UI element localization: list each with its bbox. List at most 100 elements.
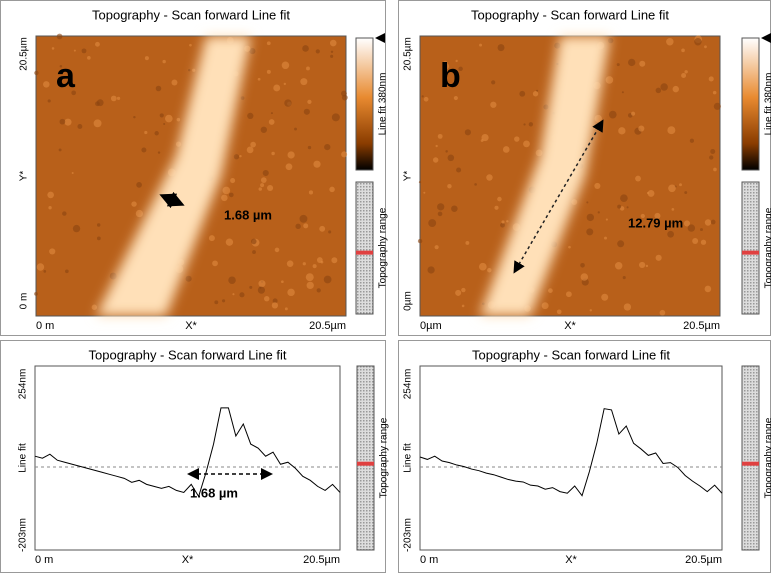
grain: [249, 285, 253, 289]
grain: [710, 219, 716, 225]
grain: [58, 148, 62, 152]
grain: [418, 180, 422, 184]
grain: [43, 270, 47, 273]
y-axis-label: Line fit: [18, 443, 29, 473]
x-axis-label: X*: [185, 320, 197, 332]
y-top-label: 254nm: [18, 369, 29, 400]
x-left-label: 0µm: [420, 320, 442, 332]
range-marker: [742, 461, 759, 466]
grain: [708, 76, 714, 82]
grain: [639, 60, 646, 67]
x-axis-label: X*: [564, 320, 576, 332]
grain: [171, 79, 178, 86]
grain: [427, 266, 435, 274]
grain: [116, 96, 121, 101]
y-axis-label: Line fit: [403, 443, 414, 473]
grain: [447, 184, 452, 189]
range-bar: [356, 365, 375, 551]
grain: [341, 90, 347, 97]
grain: [262, 169, 269, 177]
grain: [260, 177, 267, 183]
plot-area: [419, 365, 723, 551]
grain: [316, 257, 323, 263]
grain: [307, 99, 312, 104]
grain: [258, 187, 262, 191]
grain: [257, 77, 261, 81]
panel-title: Topography - Scan forward Line fit: [89, 347, 287, 362]
grain: [417, 238, 423, 244]
panel-title: Topography - Scan forward Line fit: [92, 7, 290, 22]
grain: [628, 58, 636, 67]
y-bottom-label: -203nm: [18, 518, 29, 552]
grain: [157, 151, 161, 154]
range-marker: [742, 250, 759, 255]
grain: [252, 250, 256, 254]
grain: [532, 91, 539, 97]
grain: [260, 126, 267, 133]
grain: [260, 183, 265, 188]
grain: [437, 203, 445, 211]
plot-area: [34, 365, 341, 551]
grain: [62, 211, 67, 216]
grain: [639, 261, 646, 269]
grain: [72, 224, 81, 233]
x-left-label: 0 m: [420, 554, 438, 566]
grain: [323, 275, 332, 284]
grain: [274, 247, 280, 253]
grain: [638, 125, 645, 132]
grain: [671, 221, 674, 224]
y-axis-label: Y*: [19, 171, 30, 182]
grain: [313, 160, 321, 168]
grain: [273, 84, 281, 92]
grain: [456, 167, 462, 173]
grain: [250, 141, 256, 148]
grain: [192, 68, 196, 72]
grain: [640, 213, 645, 219]
grain: [631, 111, 636, 116]
grain: [616, 63, 620, 67]
measure-label: 12.79 µm: [628, 215, 683, 230]
grain: [608, 110, 617, 119]
x-axis-label: X*: [565, 554, 577, 566]
profile-line: [419, 408, 723, 497]
grain: [506, 220, 509, 223]
grain: [185, 275, 192, 282]
grain: [250, 238, 257, 245]
y-bottom-label: 0 m: [19, 293, 30, 310]
grain: [461, 304, 465, 308]
grain: [528, 122, 534, 127]
grain: [93, 119, 102, 128]
grain: [452, 82, 456, 86]
grain: [605, 218, 608, 221]
grain: [271, 302, 279, 309]
grain: [48, 206, 52, 210]
grain: [341, 151, 348, 158]
grain: [432, 157, 439, 163]
grain: [96, 223, 101, 227]
grain: [620, 194, 628, 202]
grain: [523, 123, 526, 126]
grain: [77, 124, 83, 129]
x-right-label: 20.5µm: [683, 320, 720, 332]
grain: [155, 85, 162, 92]
grain: [284, 307, 288, 311]
range-label: Topography range: [764, 207, 771, 288]
grain: [135, 209, 143, 218]
x-left-label: 0 m: [35, 554, 53, 566]
grain: [232, 293, 235, 296]
grain: [283, 82, 287, 86]
grain: [700, 228, 703, 232]
afm-texture: [34, 33, 348, 311]
grain: [647, 190, 655, 197]
grain: [461, 287, 466, 293]
grain: [221, 194, 228, 202]
grain: [497, 196, 502, 202]
grain: [131, 201, 137, 207]
grain: [312, 264, 317, 269]
grain: [523, 140, 530, 148]
grain: [490, 101, 497, 108]
grain: [71, 171, 74, 175]
grain: [655, 254, 662, 261]
y-top-label: 20.5µm: [403, 37, 414, 71]
grain: [594, 182, 601, 189]
